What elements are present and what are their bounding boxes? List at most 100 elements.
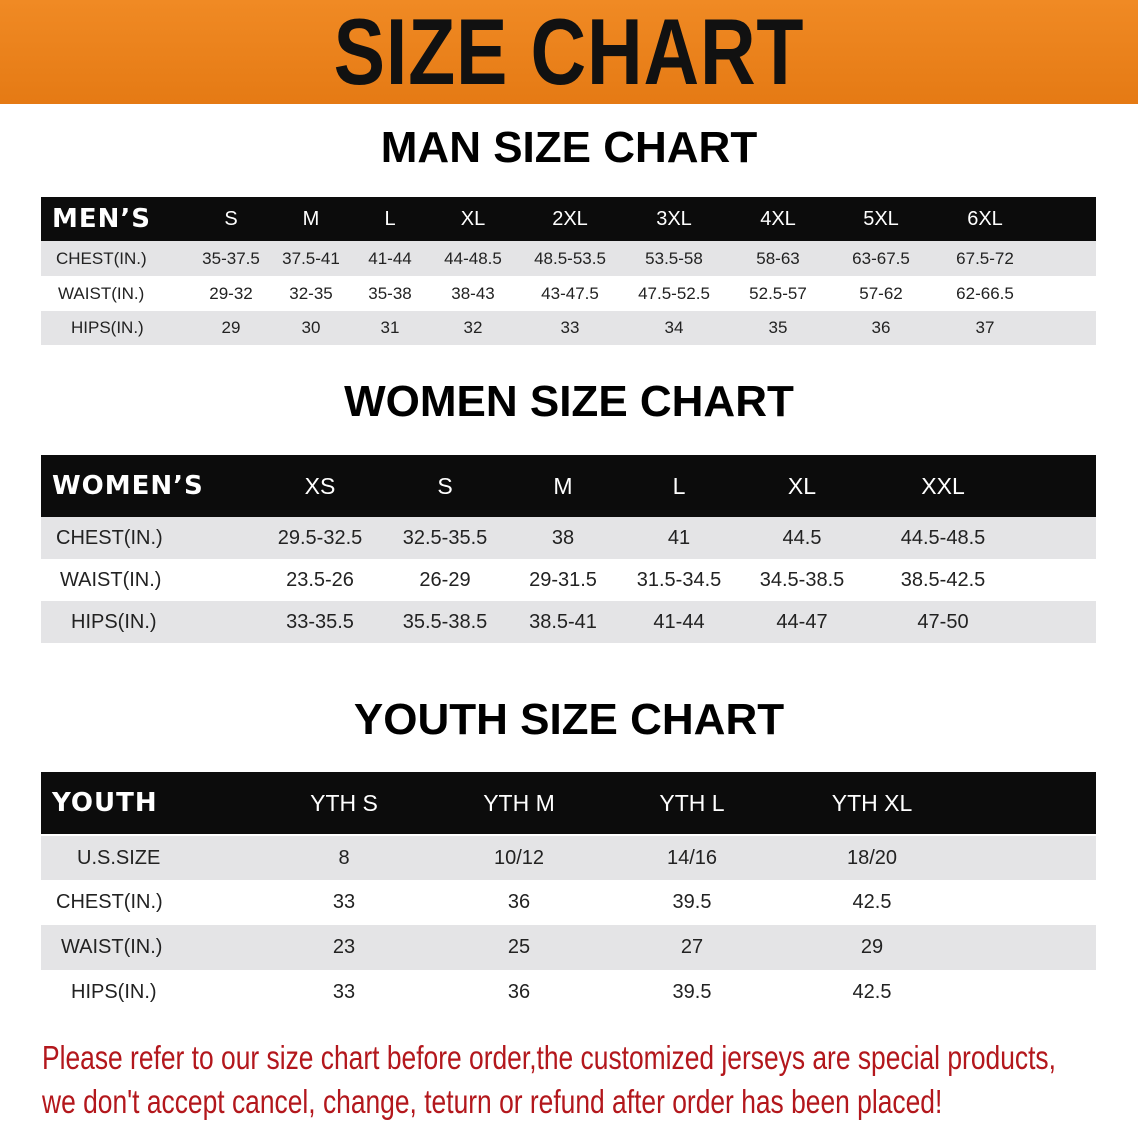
- table-cell: 33: [560, 318, 580, 337]
- table-cell: 35-37.5: [202, 249, 260, 268]
- size-header: YTH L: [659, 790, 725, 816]
- table-cell: 39.5: [672, 981, 712, 1003]
- table-row: WAIST(IN.) 23.5-26 26-29 29-31.5 31.5-34.5 34…: [41, 559, 1096, 601]
- row-label: CHEST(IN.): [56, 249, 147, 268]
- size-header: 3XL: [656, 208, 692, 230]
- size-header: XL: [460, 208, 486, 230]
- table-cell: 23.5-26: [286, 569, 354, 591]
- table-cell: 58-63: [756, 249, 800, 268]
- table-cell: 8: [338, 847, 350, 869]
- table-cell: 29: [221, 318, 241, 337]
- table-cell: 30: [301, 318, 321, 337]
- table-cell: 35-38: [368, 284, 412, 303]
- table-cell: 42.5: [852, 981, 892, 1003]
- table-cell: 35.5-38.5: [402, 611, 488, 633]
- table-row: HIPS(IN.) 29 30 31 32 33 34 35 36 37: [41, 311, 1096, 345]
- table-row: HIPS(IN.) 33 36 39.5 42.5: [41, 970, 1096, 1015]
- table-cell: 36: [507, 981, 531, 1003]
- table-cell: 31: [380, 318, 400, 337]
- table-cell: 53.5-58: [645, 249, 703, 268]
- table-cell: 38.5-42.5: [900, 569, 986, 591]
- header-label: MEN’S: [52, 204, 151, 234]
- table-row: WAIST(IN.) 29-32 32-35 35-38 38-43 43-47.5 47.…: [41, 276, 1096, 311]
- table-cell: 38.5-41: [529, 611, 597, 633]
- table-cell: 29-31.5: [529, 569, 597, 591]
- size-header: S: [224, 208, 238, 230]
- table-cell: 33: [332, 891, 356, 913]
- table-row: WAIST(IN.) 23 25 27 29: [41, 925, 1096, 970]
- table-cell: 32: [463, 318, 483, 337]
- table-cell: 33-35.5: [286, 611, 354, 633]
- table-cell: 44.5-48.5: [900, 527, 986, 549]
- size-header: M: [553, 473, 573, 499]
- table-cell: 42.5: [852, 891, 892, 913]
- men-header-row: MEN’S S M L XL 2XL 3XL 4XL 5XL 6XL: [41, 197, 1096, 241]
- size-header: 5XL: [863, 208, 899, 230]
- table-cell: 18/20: [846, 847, 898, 869]
- row-label: WAIST(IN.): [61, 936, 163, 958]
- size-header: XXL: [921, 473, 965, 499]
- table-cell: 37: [975, 318, 995, 337]
- table-cell: 32.5-35.5: [402, 527, 488, 549]
- table-cell: 41: [667, 527, 691, 549]
- table-cell: 36: [507, 891, 531, 913]
- table-row: U.S.SIZE 8 10/12 14/16 18/20: [41, 836, 1096, 880]
- table-cell: 29.5-32.5: [277, 527, 363, 549]
- notice-line-1: Please refer to our size chart before or…: [42, 1039, 1056, 1076]
- table-cell: 39.5: [672, 891, 712, 913]
- table-cell: 26-29: [419, 569, 471, 591]
- table-cell: 37.5-41: [282, 249, 340, 268]
- size-header: L: [384, 208, 396, 230]
- table-cell: 38: [551, 527, 575, 549]
- table-cell: 41-44: [653, 611, 705, 633]
- table-cell: 33: [332, 981, 356, 1003]
- row-label: CHEST(IN.): [56, 527, 163, 549]
- table-row: CHEST(IN.) 29.5-32.5 32.5-35.5 38 41 44.5 44.5…: [41, 517, 1096, 559]
- size-header: 6XL: [967, 208, 1003, 230]
- table-cell: 41-44: [368, 249, 412, 268]
- row-label: U.S.SIZE: [77, 847, 161, 869]
- table-cell: 29: [860, 936, 884, 958]
- men-section-title: MAN SIZE CHART: [380, 123, 758, 172]
- table-cell: 47-50: [917, 611, 969, 633]
- table-cell: 29-32: [209, 284, 253, 303]
- size-header: S: [437, 473, 453, 499]
- size-header: XS: [304, 473, 336, 499]
- row-label: HIPS(IN.): [71, 611, 157, 633]
- table-cell: 32-35: [289, 284, 333, 303]
- table-cell: 62-66.5: [956, 284, 1014, 303]
- table-row: HIPS(IN.) 33-35.5 35.5-38.5 38.5-41 41-44 44-…: [41, 601, 1096, 643]
- table-cell: 31.5-34.5: [636, 569, 722, 591]
- header-label: WOMEN’S: [52, 471, 204, 501]
- table-cell: 14/16: [666, 847, 718, 869]
- table-cell: 44-47: [776, 611, 828, 633]
- size-header: M: [302, 208, 320, 230]
- table-cell: 34: [664, 318, 684, 337]
- row-label: HIPS(IN.): [71, 981, 157, 1003]
- table-row: CHEST(IN.) 35-37.5 37.5-41 41-44 44-48.5 48.5…: [41, 241, 1096, 276]
- youth-header-row: YOUTH YTH S YTH M YTH L YTH XL: [41, 772, 1096, 834]
- header-label: YOUTH: [52, 788, 158, 818]
- size-header: 2XL: [552, 208, 588, 230]
- table-cell: 23: [332, 936, 356, 958]
- size-header: YTH XL: [831, 790, 913, 816]
- size-header: YTH S: [310, 790, 378, 816]
- table-cell: 63-67.5: [852, 249, 910, 268]
- row-label: CHEST(IN.): [56, 891, 163, 913]
- size-header: YTH M: [483, 790, 555, 816]
- table-cell: 34.5-38.5: [759, 569, 845, 591]
- size-header: XL: [787, 473, 817, 499]
- row-label: WAIST(IN.): [60, 569, 162, 591]
- size-header: 4XL: [760, 208, 796, 230]
- table-cell: 47.5-52.5: [638, 284, 710, 303]
- table-cell: 25: [507, 936, 531, 958]
- table-cell: 52.5-57: [749, 284, 807, 303]
- table-cell: 35: [768, 318, 788, 337]
- banner: SIZE CHART: [0, 0, 1138, 104]
- table-cell: 27: [680, 936, 704, 958]
- table-cell: 43-47.5: [541, 284, 599, 303]
- women-section-title: WOMEN SIZE CHART: [344, 377, 794, 426]
- table-cell: 48.5-53.5: [534, 249, 606, 268]
- row-label: HIPS(IN.): [71, 318, 144, 337]
- table-cell: 67.5-72: [956, 249, 1014, 268]
